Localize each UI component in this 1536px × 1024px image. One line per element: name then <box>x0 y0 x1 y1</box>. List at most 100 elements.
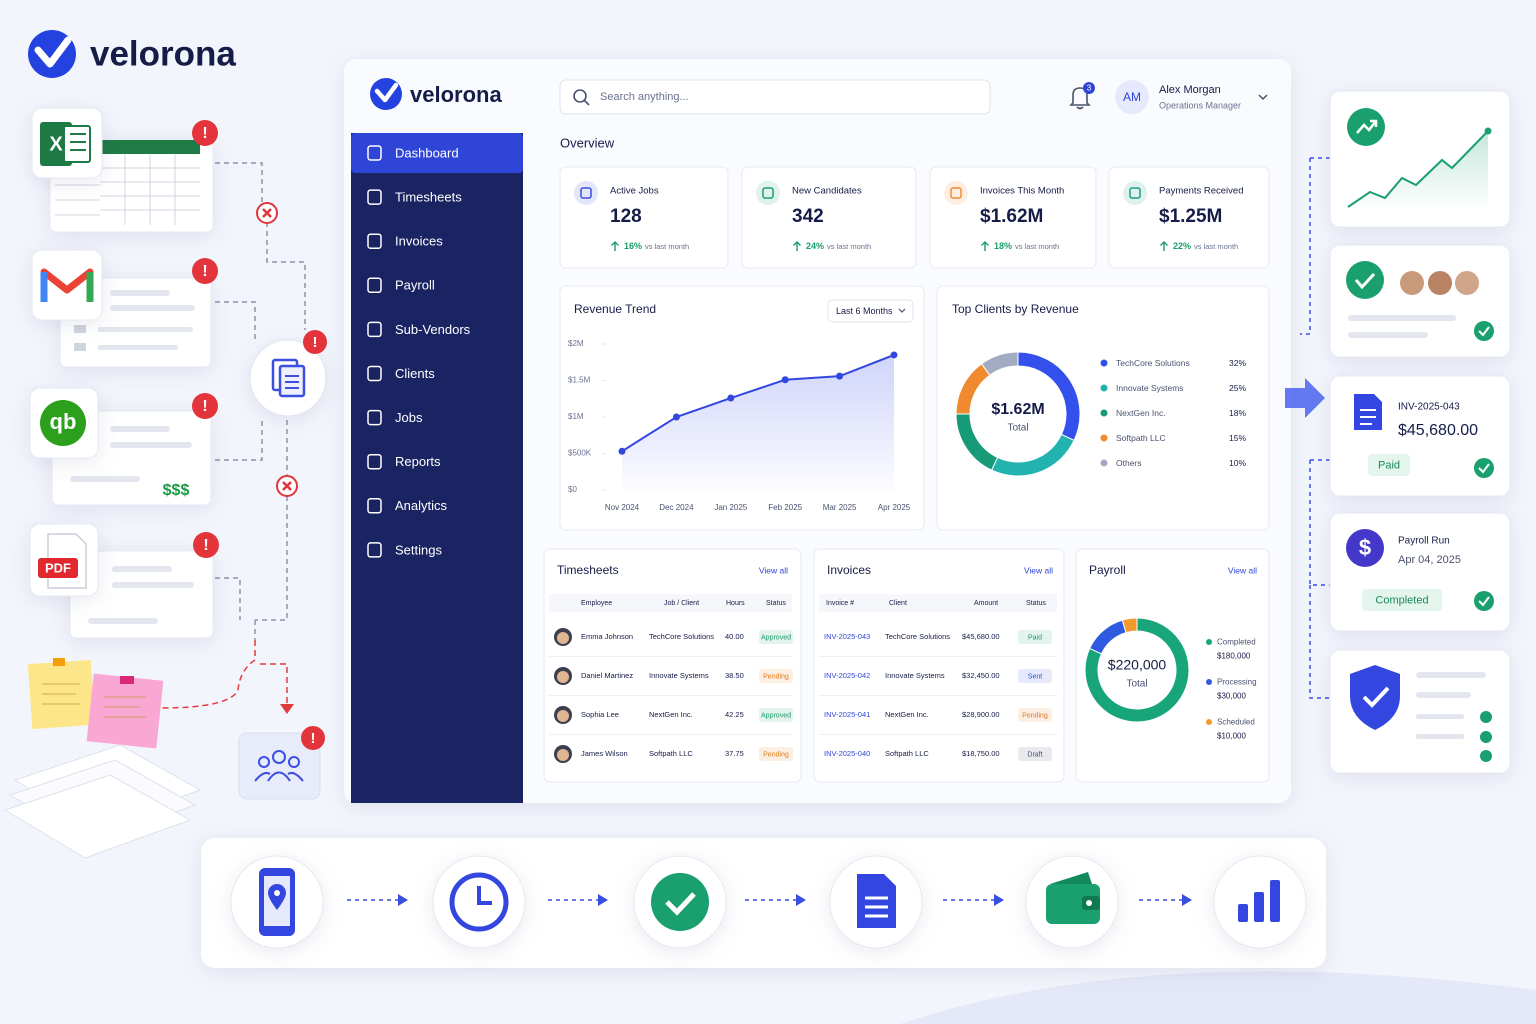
nav-icon <box>367 233 382 249</box>
payroll-title: Payroll <box>1089 563 1126 577</box>
y-tick-label: $2M <box>568 339 584 348</box>
svg-text:!: ! <box>202 125 207 142</box>
range-select[interactable] <box>827 299 914 323</box>
column-header: Employee <box>581 600 612 607</box>
x-tick-label: Nov 2024 <box>605 503 640 512</box>
app-logo <box>370 78 402 110</box>
point <box>618 447 626 455</box>
svg-text:!: ! <box>203 537 208 554</box>
nav-item[interactable]: Sub-Vendors <box>395 322 471 337</box>
row-avatar-face <box>557 671 569 683</box>
user-role: Operations Manager <box>1159 100 1241 110</box>
cell: Softpath LLC <box>885 749 929 758</box>
kpi-change: 18% <box>994 241 1012 251</box>
pdf-label: PDF <box>45 560 71 575</box>
cell: Innovate Systems <box>649 671 709 680</box>
status: Approved <box>761 634 791 641</box>
cell: Emma Johnson <box>581 632 633 641</box>
legend-value: 32% <box>1229 358 1246 368</box>
table-header <box>549 594 792 612</box>
nav-icon <box>367 498 382 514</box>
kpi-note: vs last month <box>827 242 871 251</box>
kpi-value: $1.62M <box>980 206 1043 227</box>
donut-segment <box>1121 617 1138 634</box>
nav-item[interactable]: Analytics <box>395 498 448 513</box>
invoice-status: Paid <box>1378 459 1400 471</box>
column-header: Hours <box>726 600 745 607</box>
flow-arrow <box>1285 378 1325 418</box>
column-header: Client <box>889 600 907 607</box>
kpi-value: 128 <box>610 206 642 227</box>
donut-center-label: Total <box>1126 679 1147 690</box>
nav-item[interactable]: Settings <box>395 542 442 557</box>
svg-text:!: ! <box>202 398 207 415</box>
cell: $28,900.00 <box>962 710 1000 719</box>
nav-icon <box>367 542 382 558</box>
search-box[interactable] <box>559 79 991 115</box>
table-header <box>819 594 1057 612</box>
legend-label: Innovate Systems <box>1116 383 1184 393</box>
legend-value: 10% <box>1229 458 1246 468</box>
kpi-note: vs last month <box>1015 242 1059 251</box>
nav-item[interactable]: Clients <box>395 366 435 381</box>
cell: 37.75 <box>725 749 744 758</box>
clients-title: Top Clients by Revenue <box>952 302 1079 316</box>
column-header: Amount <box>974 600 998 607</box>
svg-text:!: ! <box>202 263 207 280</box>
timesheets-title: Timesheets <box>557 563 619 577</box>
cell: Innovate Systems <box>885 671 945 680</box>
cell: INV-2025-043 <box>824 632 870 641</box>
nav-item[interactable]: Reports <box>395 454 441 469</box>
line <box>621 354 895 453</box>
column-header: Status <box>1026 600 1046 607</box>
payroll-link[interactable]: View all <box>1228 565 1257 575</box>
status-pill <box>759 630 793 644</box>
kpi-change: 22% <box>1173 241 1191 251</box>
nav-item[interactable]: Payroll <box>395 278 435 293</box>
brand-logo <box>28 30 76 78</box>
nav-item[interactable]: Dashboard <box>395 145 459 160</box>
column-header: Invoice # <box>826 600 854 607</box>
row-avatar-face <box>557 632 569 644</box>
payroll-run-title: Payroll Run <box>1398 536 1450 547</box>
svg-text:$: $ <box>1359 535 1371 560</box>
cell: INV-2025-040 <box>824 749 870 758</box>
kpi-label: New Candidates <box>792 186 862 197</box>
wave <box>900 971 1536 1024</box>
kpi-change: 16% <box>624 241 642 251</box>
nav-item[interactable]: Jobs <box>395 410 423 425</box>
cell: NextGen Inc. <box>885 710 929 719</box>
up-arrow <box>793 241 801 251</box>
cell: Softpath LLC <box>649 749 693 758</box>
cell: 42.25 <box>725 710 744 719</box>
excel-label: X <box>49 133 63 155</box>
quickbooks-label: qb <box>50 409 77 434</box>
kpi-icon <box>1123 181 1147 205</box>
status: Sent <box>1028 673 1042 680</box>
legend-label: TechCore Solutions <box>1116 358 1190 368</box>
timesheets-link[interactable]: View all <box>759 565 788 575</box>
bell-icon[interactable] <box>1069 87 1091 110</box>
status: Pending <box>763 673 789 680</box>
donut-center-value: $220,000 <box>1108 657 1167 673</box>
avatar[interactable] <box>1115 80 1149 114</box>
nav-item[interactable]: Invoices <box>395 234 443 249</box>
cell: $18,750.00 <box>962 749 1000 758</box>
y-tick-label: $500K <box>568 449 592 458</box>
nav-item[interactable]: Timesheets <box>395 190 462 205</box>
kpi-value: $1.25M <box>1159 206 1222 227</box>
up-arrow <box>611 241 619 251</box>
kpi-icon-glyph <box>762 187 774 199</box>
status-pill <box>1018 630 1052 644</box>
revenue-title: Revenue Trend <box>574 302 656 316</box>
point <box>672 413 680 421</box>
kpi-icon <box>944 181 968 205</box>
cell: INV-2025-041 <box>824 710 870 719</box>
invoices-link[interactable]: View all <box>1024 565 1053 575</box>
nav-icon <box>367 365 382 382</box>
range-label: Last 6 Months <box>836 306 893 316</box>
nav-icon <box>367 189 382 205</box>
kpi-icon-glyph <box>580 187 592 199</box>
nav-active <box>351 133 523 173</box>
donut-center-label: Total <box>1007 423 1028 434</box>
